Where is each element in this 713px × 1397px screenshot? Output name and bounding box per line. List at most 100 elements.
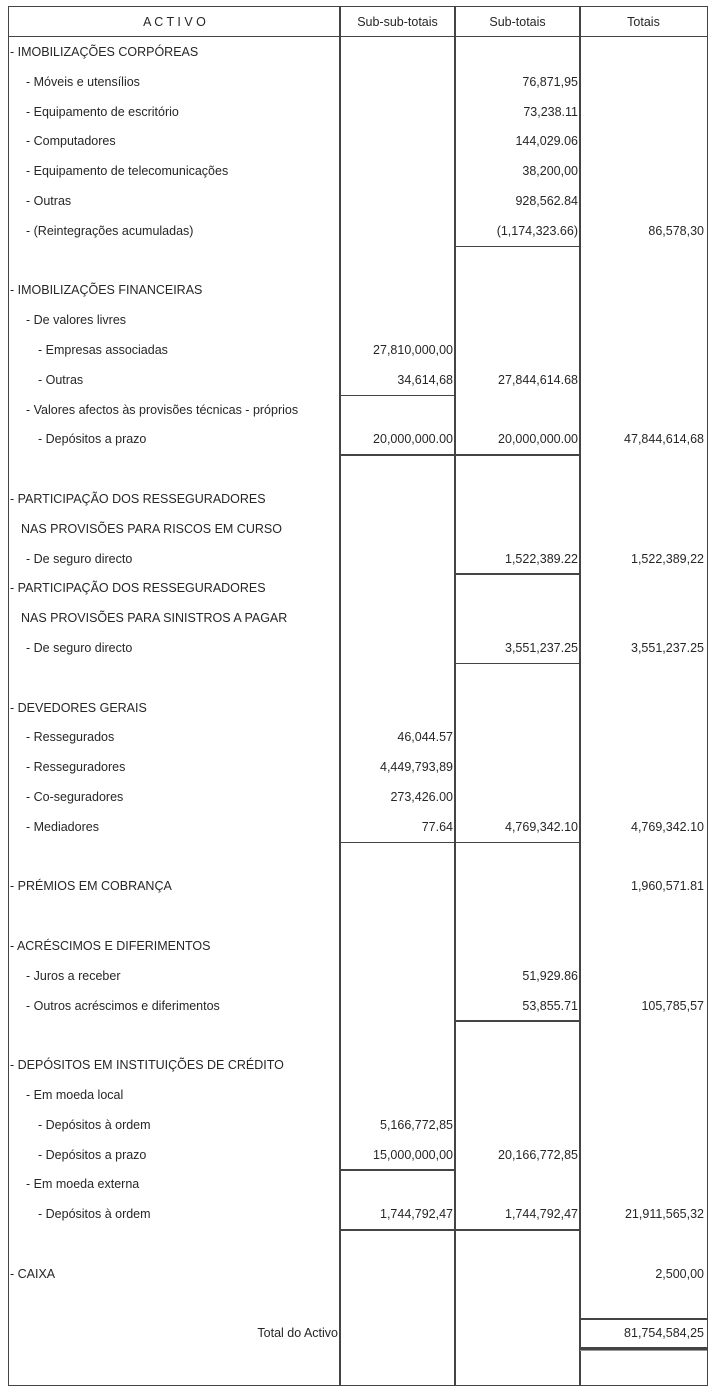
row-label: - Equipamento de telecomunicações [26, 164, 229, 179]
row-label: - Ressegurados [26, 730, 115, 745]
table-row: - Depósitos à ordem 5,166,772,85 [9, 1111, 707, 1141]
table-row: - Co-seguradores 273,426.00 [9, 783, 707, 813]
sub-total-value: 20,000,000.00 [498, 432, 578, 447]
sub-sub-total-value: 1,744,792,47 [380, 1207, 453, 1222]
table-row: - Computadores 144,029.06 [9, 127, 707, 157]
table-row: Total do Activo 81,754,584,25 [9, 1319, 707, 1349]
row-label: - IMOBILIZAÇÕES CORPÓREAS [10, 45, 199, 59]
row-label: - PARTICIPAÇÃO DOS RESSEGURADORES [10, 492, 266, 506]
table-row: - Juros a receber 51,929.86 [9, 962, 707, 992]
total-underline-rule [340, 1229, 454, 1231]
table-row: - Resseguradores 4,449,793,89 [9, 753, 707, 783]
row-label: - Depósitos à ordem [38, 1207, 151, 1222]
table-row: - Em moeda local [9, 1081, 707, 1111]
sub-total-value: 928,562.84 [515, 194, 578, 208]
table-row: - PARTICIPAÇÃO DOS RESSEGURADORES [9, 574, 707, 604]
sub-total-value: 53,855.71 [522, 998, 578, 1013]
sub-total-value: 1,744,792,47 [505, 1207, 578, 1222]
row-label: NAS PROVISÕES PARA RISCOS EM CURSO [21, 521, 282, 536]
table-row: NAS PROVISÕES PARA RISCOS EM CURSO [9, 515, 707, 545]
sub-total-value: 3,551,237.25 [505, 641, 578, 655]
total-value: 86,578,30 [648, 223, 704, 238]
table-row: - (Reintegrações acumuladas) (1,174,323.6… [9, 217, 707, 247]
row-label: - Outros acréscimos e diferimentos [26, 998, 220, 1013]
sub-sub-total-value: 5,166,772,85 [380, 1117, 453, 1132]
row-label: - Depósitos à ordem [38, 1117, 151, 1132]
row-label: - Em moeda externa [26, 1177, 140, 1192]
total-underline-rule [455, 454, 579, 456]
table-row: NAS PROVISÕES PARA SINISTROS A PAGAR [9, 604, 707, 634]
table-row: - ACRÉSCIMOS E DIFERIMENTOS [9, 932, 707, 962]
sub-total-value: 76,871,95 [522, 74, 578, 89]
total-underline-rule [455, 245, 579, 248]
total-underline-rule [580, 1347, 707, 1352]
row-label: NAS PROVISÕES PARA SINISTROS A PAGAR [21, 611, 288, 626]
total-underline-rule [340, 454, 454, 456]
total-underline-rule [455, 1020, 579, 1022]
total-value: 81,754,584,25 [624, 1326, 704, 1341]
row-label: - Outras [38, 372, 84, 387]
table-row: - Outras 34,614,68 27,844,614.68 [9, 366, 707, 396]
sub-total-value: 38,200,00 [522, 164, 578, 179]
header-sub-totais: Sub-totais [455, 7, 580, 37]
row-label: - CAIXA [10, 1266, 56, 1281]
table-row: - Em moeda externa [9, 1170, 707, 1200]
total-underline-rule [340, 394, 454, 397]
sub-sub-total-value: 273,426.00 [390, 790, 453, 804]
blank-row [9, 1290, 707, 1320]
sub-sub-total-value: 4,449,793,89 [380, 760, 453, 775]
sub-total-value: 144,029.06 [515, 134, 578, 149]
total-value: 2,500,00 [655, 1266, 704, 1281]
sub-sub-total-value: 20,000,000.00 [373, 432, 453, 447]
sub-total-value: 27,844,614.68 [498, 372, 578, 387]
sub-total-value: 1,522,389.22 [505, 551, 578, 566]
row-label: - PARTICIPAÇÃO DOS RESSEGURADORES [10, 581, 266, 596]
blank-row [9, 455, 707, 485]
sub-total-value: (1,174,323.66) [496, 223, 578, 238]
sub-sub-total-value: 46,044.57 [397, 730, 453, 745]
column-divider [579, 7, 581, 1385]
sub-sub-total-value: 15,000,000,00 [373, 1147, 453, 1162]
sub-sub-total-value: 77.64 [421, 819, 453, 834]
table-row: - De seguro directo 1,522,389.22 1,522,389… [9, 545, 707, 575]
total-underline-rule [340, 1169, 454, 1171]
table-row: - PRÉMIOS EM COBRANÇA 1,960,571.81 [9, 872, 707, 902]
row-label: - Empresas associadas [38, 343, 168, 357]
total-value: 21,911,565,32 [624, 1207, 704, 1222]
blank-row [9, 1230, 707, 1260]
row-label: - ACRÉSCIMOS E DIFERIMENTOS [10, 939, 211, 953]
row-label: - De seguro directo [26, 551, 133, 566]
row-label: - DEPÓSITOS EM INSTITUIÇÕES DE CRÉDITO [10, 1058, 284, 1073]
row-label: - Mediadores [26, 819, 99, 834]
header-sub-sub-totais: Sub-sub-totais [340, 7, 455, 37]
total-value: 1,960,571.81 [631, 879, 704, 894]
header-activo: A C T I V O [9, 7, 340, 37]
row-label: - IMOBILIZAÇÕES FINANCEIRAS [10, 283, 203, 298]
table-row: - Valores afectos às provisões técnicas … [9, 396, 707, 426]
row-label: - Móveis e utensílios [26, 74, 140, 89]
blank-row [9, 1021, 707, 1051]
row-label: - Resseguradores [26, 760, 126, 775]
sub-total-value: 51,929.86 [522, 968, 578, 983]
column-divider [454, 7, 456, 1385]
row-label: - Computadores [26, 134, 116, 149]
table-row: - DEVEDORES GERAIS [9, 694, 707, 724]
total-label: Total do Activo [257, 1326, 338, 1341]
row-label: - Depósitos a prazo [38, 432, 147, 447]
table-row: - Outros acréscimos e diferimentos 53,855… [9, 992, 707, 1022]
row-label: - Equipamento de escritório [26, 104, 179, 119]
total-value: 1,522,389,22 [631, 551, 704, 566]
table-row: - DEPÓSITOS EM INSTITUIÇÕES DE CRÉDITO [9, 1051, 707, 1081]
total-underline-rule [340, 841, 454, 844]
table-row: - IMOBILIZAÇÕES CORPÓREAS [9, 38, 707, 68]
total-value: 47,844,614,68 [624, 432, 704, 447]
total-value: 105,785,57 [641, 998, 704, 1013]
sub-total-value: 20,166,772,85 [498, 1147, 578, 1162]
table-row: - Empresas associadas 27,810,000,00 [9, 336, 707, 366]
table-row: - Depósitos à ordem 1,744,792,47 1,744,792… [9, 1200, 707, 1230]
row-label: - De valores livres [26, 313, 127, 328]
table-row: - Ressegurados 46,044.57 [9, 723, 707, 753]
row-label: - Valores afectos às provisões técnicas … [26, 402, 299, 417]
table-row: - Móveis e utensílios 76,871,95 [9, 68, 707, 98]
table-row: - De seguro directo 3,551,237.25 3,551,237… [9, 634, 707, 664]
